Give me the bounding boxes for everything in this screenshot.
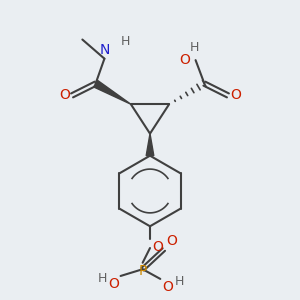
Text: O: O	[230, 88, 241, 102]
Text: H: H	[174, 275, 184, 288]
Text: O: O	[166, 234, 177, 248]
Text: O: O	[179, 52, 190, 67]
Text: P: P	[139, 264, 147, 278]
Polygon shape	[94, 80, 131, 104]
Text: O: O	[108, 277, 119, 291]
Text: O: O	[59, 88, 70, 102]
Text: H: H	[189, 41, 199, 54]
Text: H: H	[121, 35, 130, 48]
Text: O: O	[162, 280, 172, 293]
Text: N: N	[99, 43, 110, 57]
Text: H: H	[98, 272, 107, 285]
Text: O: O	[152, 240, 163, 254]
Polygon shape	[146, 134, 154, 156]
